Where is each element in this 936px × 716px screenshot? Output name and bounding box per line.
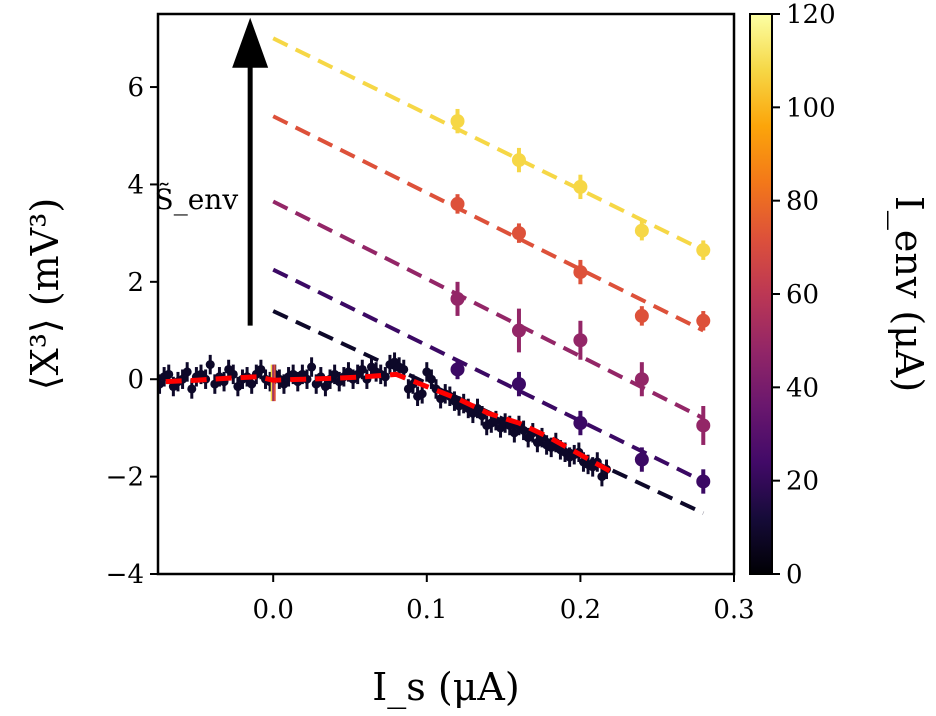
data-point	[511, 153, 526, 168]
data-point	[187, 384, 197, 394]
data-point	[597, 472, 607, 482]
data-point	[357, 364, 367, 374]
colorbar-gradient	[749, 13, 773, 575]
data-point	[247, 379, 257, 389]
x-tick-label: 0.3	[713, 595, 754, 625]
colorbar-tick-label: 20	[786, 467, 819, 497]
data-point	[426, 374, 436, 384]
data-point	[450, 196, 465, 211]
data-point	[696, 313, 711, 328]
data-point	[696, 243, 711, 258]
data-point	[164, 369, 174, 379]
y-tick-label: 0	[127, 365, 144, 395]
annotation: S̃_env	[155, 17, 269, 326]
fit-line-4	[272, 36, 705, 252]
x-tick-label: 0.2	[560, 595, 601, 625]
data-point	[182, 367, 192, 377]
data-point	[511, 377, 526, 392]
data-point	[330, 369, 340, 379]
fit-line-3	[272, 114, 705, 333]
plot-frame	[156, 12, 736, 576]
data-point	[279, 379, 289, 389]
data-point	[573, 179, 588, 194]
data-point	[158, 379, 165, 389]
data-point	[343, 367, 353, 377]
fit-line-1	[272, 267, 705, 484]
colorbar: 0 20 40 60 80 100 120	[749, 0, 836, 590]
y-tick-label: −2	[106, 463, 144, 493]
data-point	[509, 428, 519, 438]
data-point	[210, 379, 220, 389]
data-point	[233, 382, 243, 392]
x-axis-label: I_s (μA)	[372, 665, 519, 710]
theory-curve	[165, 371, 613, 474]
data-point	[288, 369, 298, 379]
data-point	[320, 382, 330, 392]
colorbar-tick-label: 120	[786, 0, 836, 30]
data-point	[573, 333, 588, 348]
axes: 0.0 0.1 0.2 0.3 −4 −2 0 2 4 6	[106, 12, 755, 625]
data-point	[380, 372, 390, 382]
data-point	[205, 360, 215, 370]
data-point	[573, 265, 588, 280]
colorbar-tick-label: 40	[786, 373, 819, 403]
data-point	[634, 372, 649, 387]
annotation-label: S̃_env	[155, 183, 239, 216]
colorbar-tick-label: 100	[786, 93, 836, 123]
data-point	[472, 403, 482, 413]
y-tick-label: −4	[106, 560, 144, 590]
y-tick-label: 4	[127, 170, 144, 200]
data-point	[450, 114, 465, 129]
data-point	[399, 364, 409, 374]
data-point	[511, 226, 526, 241]
data-point	[634, 452, 649, 467]
data-point	[573, 416, 588, 431]
fit-line-2	[272, 199, 705, 420]
data-point	[450, 291, 465, 306]
data-point	[634, 223, 649, 238]
colorbar-tick-label: 0	[786, 560, 803, 590]
colorbar-tick-label: 80	[786, 187, 819, 217]
y-tick-label: 6	[127, 73, 144, 103]
data-point	[696, 418, 711, 433]
plot-area	[158, 36, 711, 515]
arrow-head	[232, 17, 269, 68]
data-point	[307, 362, 317, 372]
data-point	[696, 474, 711, 489]
data-point	[256, 364, 266, 374]
data-point	[417, 389, 427, 399]
data-point	[450, 362, 465, 377]
data-point	[511, 323, 526, 338]
data-point	[311, 379, 321, 389]
data-point	[519, 425, 529, 435]
data-point	[422, 367, 432, 377]
data-point	[491, 416, 501, 426]
x-tick-label: 0.1	[406, 595, 447, 625]
data-point	[634, 308, 649, 323]
y-tick-label: 2	[127, 268, 144, 298]
colorbar-label: I_env (μA)	[886, 196, 931, 392]
x-tick-label: 0.0	[253, 595, 294, 625]
y-axis-label: ⟨X³⟩ (mV³)	[23, 198, 67, 390]
colorbar-tick-label: 60	[786, 280, 819, 310]
